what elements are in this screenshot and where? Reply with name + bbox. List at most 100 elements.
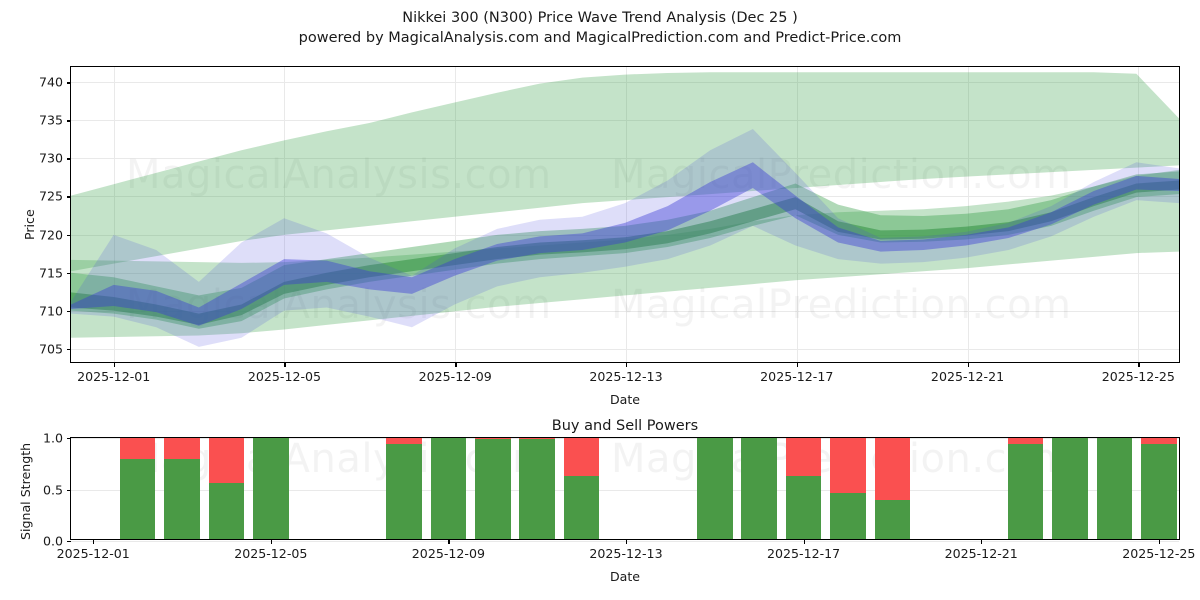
price-band-mid-green-band: [71, 171, 1179, 329]
price-band-core-green-band: [71, 180, 1179, 325]
signal-bar[interactable]: [475, 438, 511, 539]
x-tick-label: 2025-12-01: [77, 369, 151, 384]
y-tick-label: 740: [38, 74, 63, 90]
signal-bar[interactable]: [519, 438, 555, 539]
y-tick-label: 725: [38, 188, 63, 204]
signal-x-axis-label: Date: [609, 569, 641, 584]
x-tick-label: 2025-12-25: [1122, 546, 1196, 561]
x-tick-label: 2025-12-17: [766, 546, 841, 561]
buy-power-segment: [1007, 444, 1044, 539]
price-band-blue-wave-outer: [71, 129, 1179, 347]
signal-bar[interactable]: [253, 438, 289, 539]
gridline-vertical: [284, 67, 286, 362]
price-x-axis-label: Date: [609, 392, 641, 407]
x-tick: [626, 539, 628, 544]
buy-power-segment: [563, 476, 600, 539]
x-tick: [967, 362, 969, 367]
x-tick-label: 2025-12-01: [56, 546, 130, 561]
x-tick-label: 2025-12-05: [247, 369, 322, 384]
x-tick-label: 2025-12-09: [411, 546, 485, 561]
buy-power-segment: [741, 438, 777, 539]
y-tick-label: 735: [38, 112, 63, 128]
x-tick-label: 2025-12-21: [930, 369, 1005, 384]
sell-power-segment: [874, 438, 911, 500]
x-tick: [981, 539, 983, 544]
gridline-horizontal: [71, 272, 1179, 274]
y-tick: [66, 272, 71, 274]
page-subtitle: powered by MagicalAnalysis.com and Magic…: [298, 30, 902, 46]
x-tick: [1138, 362, 1140, 367]
y-tick-label: 1.0: [42, 430, 63, 446]
x-tick-label: 2025-12-13: [589, 369, 663, 384]
signal-bar[interactable]: [830, 438, 866, 539]
y-tick: [66, 310, 71, 312]
x-tick-label: 2025-12-21: [944, 546, 1018, 561]
x-tick: [455, 362, 457, 367]
sell-power-segment: [475, 438, 511, 440]
sell-power-segment: [386, 438, 422, 445]
signal-bar[interactable]: [386, 438, 422, 539]
signal-bar[interactable]: [563, 438, 600, 539]
buy-power-segment: [119, 458, 156, 539]
buy-power-segment: [386, 444, 422, 539]
buy-power-segment: [475, 439, 511, 539]
x-tick: [626, 362, 628, 367]
y-tick: [66, 196, 71, 198]
signal-bar[interactable]: [741, 438, 777, 539]
sell-power-segment: [785, 438, 822, 477]
buy-power-segment: [874, 499, 911, 539]
x-tick-label: 2025-12-05: [234, 546, 308, 561]
x-tick-label: 2025-12-25: [1101, 369, 1175, 384]
buy-power-segment: [519, 439, 555, 539]
gridline-vertical: [455, 67, 457, 362]
y-tick: [66, 234, 71, 236]
gridline-vertical: [1138, 67, 1140, 362]
gridline-horizontal: [71, 541, 1179, 542]
signal-bar[interactable]: [1141, 438, 1177, 539]
gridline-horizontal: [71, 196, 1179, 198]
y-tick-label: 0.5: [42, 482, 63, 497]
buy-sell-powers-chart: MagicalAnalysis.comMagicalPrediction.com…: [43, 431, 1195, 562]
signal-bar[interactable]: [1007, 438, 1044, 539]
y-tick-label: 720: [38, 227, 63, 243]
signal-bar[interactable]: [1052, 438, 1088, 539]
signal-bar[interactable]: [874, 438, 911, 539]
x-tick: [448, 539, 450, 544]
price-band-outer-green-band-upper: [71, 72, 1179, 272]
buy-power-segment: [1052, 438, 1088, 539]
price-band-outer-green-band-lower: [71, 169, 1179, 338]
signal-bar[interactable]: [697, 438, 733, 539]
x-tick: [1158, 539, 1161, 544]
signal-chart-title: Buy and Sell Powers: [551, 418, 699, 434]
x-tick: [93, 539, 95, 544]
x-tick: [284, 362, 286, 367]
y-tick-label: 0.0: [42, 533, 63, 549]
x-tick: [796, 362, 799, 367]
signal-bar[interactable]: [430, 438, 467, 539]
gridline-horizontal: [71, 234, 1179, 236]
gridline-horizontal: [71, 489, 1179, 491]
gridline-vertical: [796, 67, 798, 362]
x-tick: [113, 362, 115, 367]
buy-power-segment: [697, 438, 733, 539]
signal-bar[interactable]: [119, 438, 156, 539]
x-tick: [270, 539, 273, 544]
x-tick-label: 2025-12-17: [760, 369, 834, 384]
sell-power-segment: [208, 438, 245, 484]
gridline-horizontal: [71, 158, 1179, 160]
sell-power-segment: [164, 438, 200, 459]
sell-power-segment: [519, 438, 555, 440]
signal-bar[interactable]: [785, 438, 822, 539]
buy-power-segment: [164, 458, 200, 539]
gridline-horizontal: [71, 438, 1179, 439]
signal-bar[interactable]: [1096, 438, 1133, 539]
signal-bar[interactable]: [164, 438, 200, 539]
page-title: Nikkei 300 (N300) Price Wave Trend Analy…: [402, 10, 798, 26]
x-tick-label: 2025-12-09: [418, 369, 492, 384]
y-tick: [66, 120, 71, 122]
sell-power-segment: [119, 438, 156, 459]
signal-bar[interactable]: [208, 438, 245, 539]
gridline-horizontal: [71, 310, 1179, 312]
y-tick-label: 730: [38, 150, 63, 166]
